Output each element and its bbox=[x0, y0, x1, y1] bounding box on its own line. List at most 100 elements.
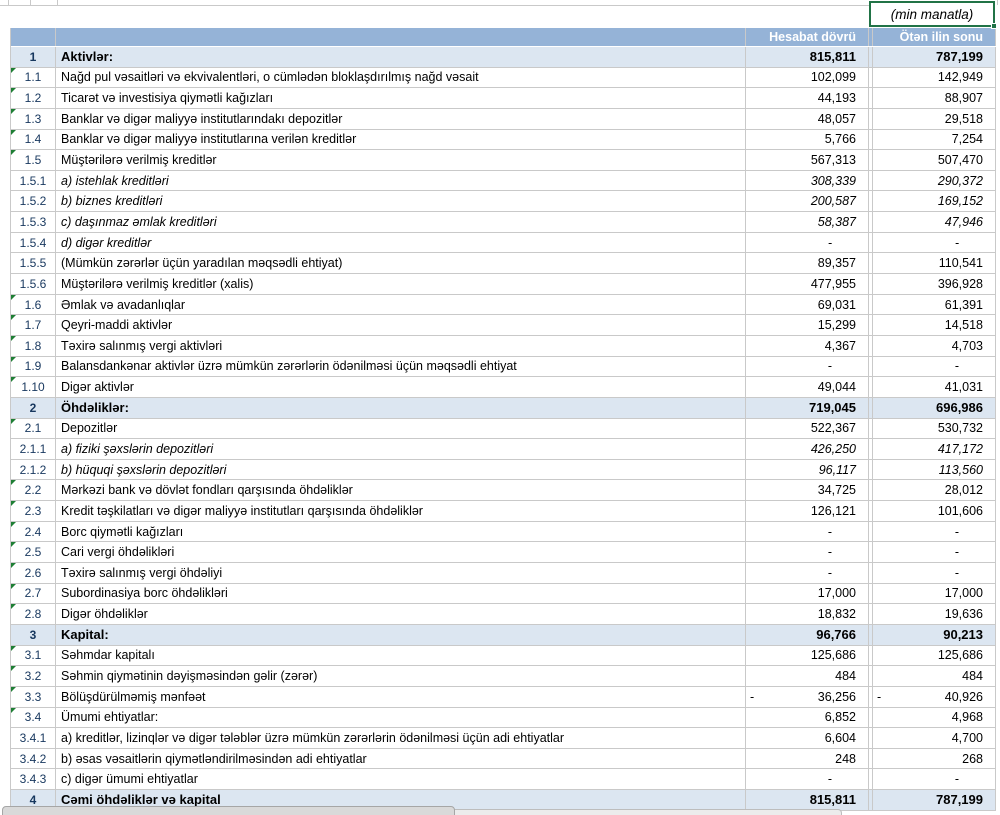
label-cell[interactable]: Səhmdar kapitalı bbox=[56, 645, 746, 666]
row-number-cell[interactable]: 2.7 bbox=[11, 583, 56, 604]
value-cell-current-period[interactable]: 200,587 bbox=[746, 191, 869, 212]
header-rownum-spacer[interactable] bbox=[11, 28, 56, 46]
value-cell-previous-year-end[interactable]: 88,907 bbox=[873, 88, 996, 108]
value-cell-current-period[interactable]: - bbox=[746, 769, 869, 790]
value-cell-previous-year-end[interactable]: 90,213 bbox=[873, 624, 996, 645]
label-cell[interactable]: Subordinasiya borc öhdəlikləri bbox=[56, 583, 746, 604]
label-cell[interactable]: Kredit təşkilatları və digər maliyyə ins… bbox=[56, 501, 746, 521]
value-cell-current-period[interactable]: 477,955 bbox=[746, 274, 869, 294]
value-cell-previous-year-end[interactable]: 396,928 bbox=[873, 274, 996, 294]
value-cell-previous-year-end[interactable]: 530,732 bbox=[873, 418, 996, 439]
row-number-cell[interactable]: 1.5.2 bbox=[11, 191, 56, 212]
value-cell-previous-year-end[interactable]: 169,152 bbox=[873, 191, 996, 212]
value-cell-previous-year-end[interactable]: 4,703 bbox=[873, 335, 996, 356]
row-number-cell[interactable]: 1.5.6 bbox=[11, 274, 56, 294]
header-col-current-period[interactable]: Hesabat dövrü bbox=[746, 28, 869, 46]
value-cell-previous-year-end[interactable]: 484 bbox=[873, 666, 996, 686]
value-cell-current-period[interactable]: 5,766 bbox=[746, 129, 869, 150]
value-cell-previous-year-end[interactable]: 417,172 bbox=[873, 439, 996, 459]
row-number-cell[interactable]: 1.4 bbox=[11, 129, 56, 150]
value-cell-current-period[interactable]: 248 bbox=[746, 748, 869, 769]
value-cell-current-period[interactable]: 18,832 bbox=[746, 604, 869, 624]
row-number-cell[interactable]: 1.2 bbox=[11, 88, 56, 108]
row-number-cell[interactable]: 3.1 bbox=[11, 645, 56, 666]
value-cell-previous-year-end[interactable]: 28,012 bbox=[873, 480, 996, 501]
value-cell-previous-year-end[interactable]: - bbox=[873, 521, 996, 542]
value-cell-previous-year-end[interactable]: 101,606 bbox=[873, 501, 996, 521]
value-cell-current-period[interactable]: 96,117 bbox=[746, 459, 869, 480]
value-cell-previous-year-end[interactable]: 29,518 bbox=[873, 108, 996, 129]
row-number-cell[interactable]: 2.1 bbox=[11, 418, 56, 439]
value-cell-previous-year-end[interactable]: 14,518 bbox=[873, 315, 996, 335]
row-number-cell[interactable]: 3.4 bbox=[11, 707, 56, 728]
value-cell-previous-year-end[interactable]: 17,000 bbox=[873, 583, 996, 604]
value-cell-current-period[interactable]: 6,852 bbox=[746, 707, 869, 728]
row-number-cell[interactable]: 1.5.1 bbox=[11, 170, 56, 191]
value-cell-current-period[interactable]: 96,766 bbox=[746, 624, 869, 645]
value-cell-current-period[interactable]: - bbox=[746, 356, 869, 377]
row-number-cell[interactable]: 2 bbox=[11, 397, 56, 418]
value-cell-previous-year-end[interactable]: 696,986 bbox=[873, 397, 996, 418]
label-cell[interactable]: Mərkəzi bank və dövlət fondları qarşısın… bbox=[56, 480, 746, 501]
value-cell-current-period[interactable]: 815,811 bbox=[746, 790, 869, 810]
row-number-cell[interactable]: 3.2 bbox=[11, 666, 56, 686]
row-number-cell[interactable]: 1.9 bbox=[11, 356, 56, 377]
value-cell-previous-year-end[interactable]: 125,686 bbox=[873, 645, 996, 666]
label-cell[interactable]: Qeyri-maddi aktivlər bbox=[56, 315, 746, 335]
label-cell[interactable]: Digər öhdəliklər bbox=[56, 604, 746, 624]
label-cell[interactable]: Nağd pul vəsaitləri və ekvivalentləri, o… bbox=[56, 67, 746, 88]
label-cell[interactable]: Səhmin qiymətinin dəyişməsindən gəlir (z… bbox=[56, 666, 746, 686]
value-cell-current-period[interactable]: 522,367 bbox=[746, 418, 869, 439]
value-cell-previous-year-end[interactable]: 7,254 bbox=[873, 129, 996, 150]
row-number-cell[interactable]: 3.4.1 bbox=[11, 728, 56, 748]
value-cell-current-period[interactable]: 308,339 bbox=[746, 170, 869, 191]
header-label-spacer[interactable] bbox=[56, 28, 746, 46]
value-cell-previous-year-end[interactable]: - bbox=[873, 232, 996, 253]
value-cell-previous-year-end[interactable]: 61,391 bbox=[873, 294, 996, 315]
value-cell-previous-year-end[interactable]: 142,949 bbox=[873, 67, 996, 88]
value-cell-previous-year-end[interactable]: 110,541 bbox=[873, 253, 996, 274]
label-cell[interactable]: Təxirə salınmış vergi öhdəliyi bbox=[56, 563, 746, 583]
row-number-cell[interactable]: 1.5.5 bbox=[11, 253, 56, 274]
row-number-cell[interactable]: 1.5 bbox=[11, 150, 56, 170]
label-cell[interactable]: Əmlak və avadanlıqlar bbox=[56, 294, 746, 315]
label-cell[interactable]: d) digər kreditlər bbox=[56, 232, 746, 253]
label-cell[interactable]: Ümumi ehtiyatlar: bbox=[56, 707, 746, 728]
value-cell-current-period[interactable]: 44,193 bbox=[746, 88, 869, 108]
label-cell[interactable]: Müştərilərə verilmiş kreditlər (xalis) bbox=[56, 274, 746, 294]
label-cell[interactable]: Banklar və digər maliyyə institutlarına … bbox=[56, 129, 746, 150]
row-number-cell[interactable]: 2.6 bbox=[11, 563, 56, 583]
row-number-cell[interactable]: 1.5.4 bbox=[11, 232, 56, 253]
label-cell[interactable]: Bölüşdürülməmiş mənfəət bbox=[56, 686, 746, 707]
value-cell-previous-year-end[interactable]: - bbox=[873, 542, 996, 563]
row-number-cell[interactable]: 1.5.3 bbox=[11, 212, 56, 232]
header-col-previous-year-end[interactable]: Ötən ilin sonu bbox=[873, 28, 996, 46]
value-cell-current-period[interactable]: - bbox=[746, 232, 869, 253]
value-cell-previous-year-end[interactable]: - bbox=[873, 563, 996, 583]
label-cell[interactable]: Borc qiymətli kağızları bbox=[56, 521, 746, 542]
row-number-cell[interactable]: 1.7 bbox=[11, 315, 56, 335]
value-cell-previous-year-end[interactable]: 507,470 bbox=[873, 150, 996, 170]
label-cell[interactable]: Depozitlər bbox=[56, 418, 746, 439]
value-cell-current-period[interactable]: 4,367 bbox=[746, 335, 869, 356]
label-cell[interactable]: a) kreditlər, lizinqlər və digər tələblə… bbox=[56, 728, 746, 748]
row-number-cell[interactable]: 1.8 bbox=[11, 335, 56, 356]
row-number-cell[interactable]: 3.3 bbox=[11, 686, 56, 707]
value-cell-current-period[interactable]: 34,725 bbox=[746, 480, 869, 501]
value-cell-previous-year-end[interactable]: 268 bbox=[873, 748, 996, 769]
row-number-cell[interactable]: 2.1.2 bbox=[11, 459, 56, 480]
value-cell-current-period[interactable]: - 36,256 bbox=[746, 686, 869, 707]
label-cell[interactable]: c) daşınmaz əmlak kreditləri bbox=[56, 212, 746, 232]
value-cell-previous-year-end[interactable]: 4,700 bbox=[873, 728, 996, 748]
row-number-cell[interactable]: 4 bbox=[11, 790, 56, 810]
row-number-cell[interactable]: 1.10 bbox=[11, 377, 56, 397]
row-number-cell[interactable]: 1 bbox=[11, 47, 56, 67]
value-cell-previous-year-end[interactable]: 19,636 bbox=[873, 604, 996, 624]
value-cell-current-period[interactable]: 17,000 bbox=[746, 583, 869, 604]
label-cell[interactable]: a) istehlak kreditləri bbox=[56, 170, 746, 191]
value-cell-current-period[interactable]: 815,811 bbox=[746, 47, 869, 67]
value-cell-current-period[interactable]: 102,099 bbox=[746, 67, 869, 88]
row-number-cell[interactable]: 2.4 bbox=[11, 521, 56, 542]
value-cell-current-period[interactable]: 89,357 bbox=[746, 253, 869, 274]
row-number-cell[interactable]: 3.4.3 bbox=[11, 769, 56, 790]
